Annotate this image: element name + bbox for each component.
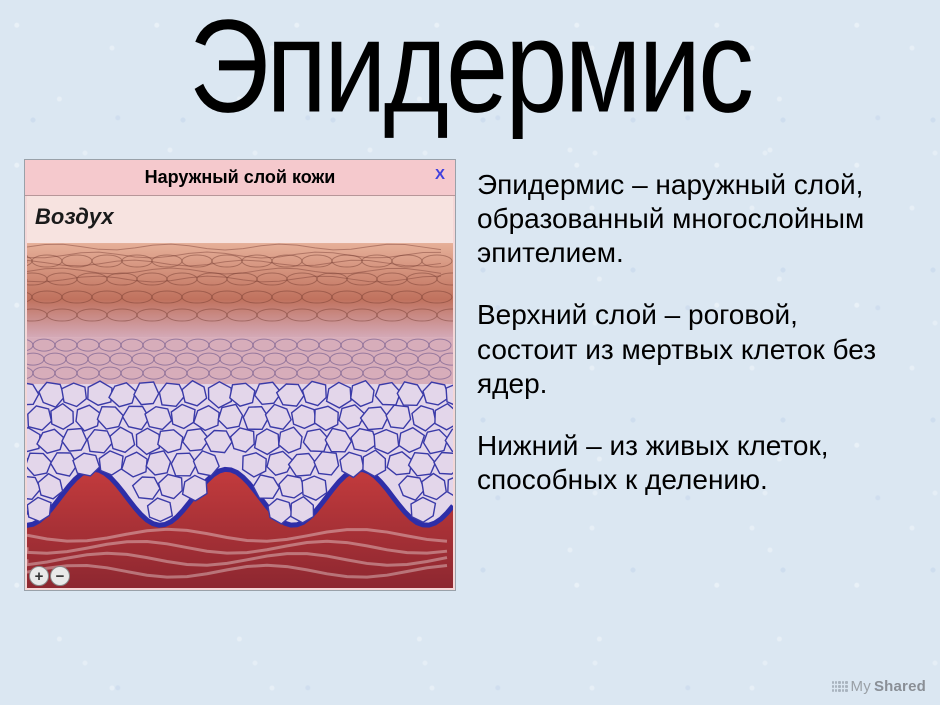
diagram-container: Наружный слой кожи X Воздух + − (25, 160, 455, 665)
zoom-out-button[interactable]: − (50, 566, 70, 586)
air-label: Воздух (35, 204, 114, 230)
page-title: Эпидермис (0, 0, 940, 142)
text-column: Эпидермис – наружный слой, образованный … (477, 160, 915, 665)
paragraph: Нижний – из живых клеток, способных к де… (477, 429, 899, 497)
zoom-in-button[interactable]: + (29, 566, 49, 586)
content-row: Наружный слой кожи X Воздух + − Эпидерми… (25, 160, 915, 665)
epidermis-diagram: Наружный слой кожи X Воздух + − (25, 160, 455, 590)
zoom-controls: + − (29, 566, 70, 586)
paragraph: Верхний слой – роговой, состоит из мертв… (477, 298, 899, 400)
diagram-header: Наружный слой кожи X (25, 160, 455, 196)
diagram-layers (27, 196, 453, 588)
diagram-header-label: Наружный слой кожи (145, 167, 336, 188)
watermark-suffix: Shared (874, 678, 926, 695)
slide: Эпидермис Наружный слой кожи X Воздух + … (0, 0, 940, 705)
layers-svg (27, 196, 453, 588)
watermark: MyShared (832, 678, 926, 695)
paragraph: Эпидермис – наружный слой, образованный … (477, 168, 899, 270)
close-icon[interactable]: X (435, 166, 445, 183)
watermark-prefix: My (851, 678, 871, 695)
watermark-dots-icon (832, 681, 848, 693)
